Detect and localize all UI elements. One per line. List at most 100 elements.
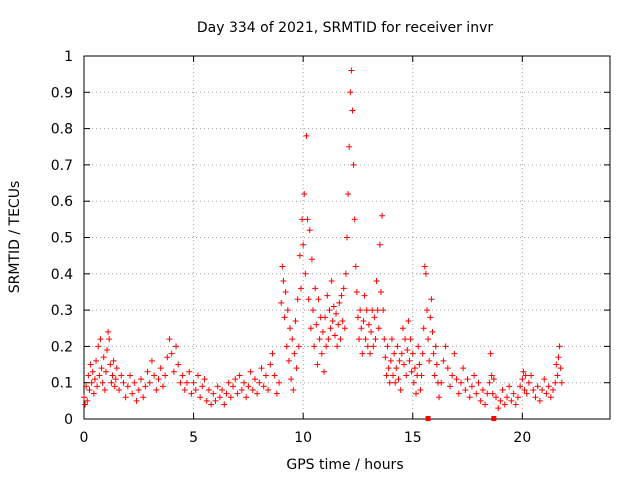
data-point xyxy=(522,372,529,379)
data-point xyxy=(281,314,288,321)
data-point xyxy=(391,350,398,357)
data-point xyxy=(444,365,451,372)
data-point xyxy=(354,314,361,321)
data-point xyxy=(475,379,482,386)
data-point xyxy=(267,361,274,368)
data-point xyxy=(155,376,162,383)
y-tick-label: 0 xyxy=(64,412,73,428)
data-point xyxy=(338,292,345,299)
data-point xyxy=(240,379,247,386)
data-point xyxy=(279,263,286,270)
data-point xyxy=(557,365,564,372)
data-point xyxy=(362,336,369,343)
data-point xyxy=(375,325,382,332)
data-point xyxy=(303,132,310,139)
data-point xyxy=(336,299,343,306)
data-point xyxy=(442,343,449,350)
data-point xyxy=(447,383,454,390)
data-point xyxy=(131,379,138,386)
data-point xyxy=(124,383,131,390)
data-point xyxy=(95,343,102,350)
data-point xyxy=(288,376,295,383)
data-point xyxy=(411,365,418,372)
data-point xyxy=(256,379,263,386)
data-point xyxy=(486,379,493,386)
data-point xyxy=(236,372,243,379)
data-point xyxy=(325,336,332,343)
data-point xyxy=(428,296,435,303)
data-point xyxy=(543,390,550,397)
data-point xyxy=(89,368,96,375)
data-point xyxy=(409,350,416,357)
data-point xyxy=(351,216,358,223)
data-point xyxy=(364,343,371,350)
data-point xyxy=(177,379,184,386)
data-point xyxy=(376,241,383,248)
data-point xyxy=(216,394,223,401)
data-point xyxy=(137,376,144,383)
data-point xyxy=(420,325,427,332)
data-point xyxy=(484,390,491,397)
data-point xyxy=(144,368,151,375)
data-point xyxy=(541,376,548,383)
data-point xyxy=(157,365,164,372)
x-axis: 0 5 10 15 20 xyxy=(80,56,531,446)
data-point xyxy=(111,383,118,390)
data-point xyxy=(287,325,294,332)
data-point xyxy=(99,379,106,386)
data-point xyxy=(370,343,377,350)
data-point xyxy=(556,343,563,350)
data-point xyxy=(83,383,90,390)
data-point xyxy=(373,278,380,285)
data-point xyxy=(340,285,347,292)
grid xyxy=(84,56,610,419)
data-point xyxy=(521,386,528,393)
data-point xyxy=(273,390,280,397)
data-point xyxy=(482,401,489,408)
data-point xyxy=(192,386,199,393)
y-tick-label: 0.8 xyxy=(51,122,73,138)
data-point xyxy=(371,314,378,321)
data-point xyxy=(499,386,506,393)
data-point xyxy=(84,397,91,404)
data-point xyxy=(377,288,384,295)
data-point xyxy=(93,357,100,364)
data-point xyxy=(168,350,175,357)
data-point xyxy=(219,386,226,393)
data-point xyxy=(395,376,402,383)
data-point xyxy=(408,368,415,375)
data-point xyxy=(406,357,413,364)
data-point xyxy=(383,372,390,379)
data-point xyxy=(105,328,112,335)
y-tick-label: 0.3 xyxy=(51,303,73,319)
data-point xyxy=(258,365,265,372)
data-point xyxy=(429,328,436,335)
data-point xyxy=(404,347,411,354)
data-point xyxy=(455,390,462,397)
data-point xyxy=(402,336,409,343)
data-point xyxy=(554,372,561,379)
data-point xyxy=(296,252,303,259)
data-point xyxy=(451,350,458,357)
data-point xyxy=(422,270,429,277)
data-point xyxy=(380,307,387,314)
data-point xyxy=(91,376,98,383)
data-point xyxy=(313,321,320,328)
data-point xyxy=(205,386,212,393)
data-point xyxy=(290,386,297,393)
data-point xyxy=(221,401,228,408)
data-point xyxy=(282,288,289,295)
data-point xyxy=(230,383,237,390)
data-point xyxy=(360,317,367,324)
data-point xyxy=(331,332,338,339)
data-point xyxy=(293,365,300,372)
data-point xyxy=(297,285,304,292)
data-point xyxy=(291,350,298,357)
data-point-square xyxy=(491,416,497,421)
data-point xyxy=(320,368,327,375)
data-point xyxy=(440,357,447,364)
data-point xyxy=(539,386,546,393)
data-point xyxy=(363,307,370,314)
data-point xyxy=(326,307,333,314)
data-point xyxy=(532,394,539,401)
